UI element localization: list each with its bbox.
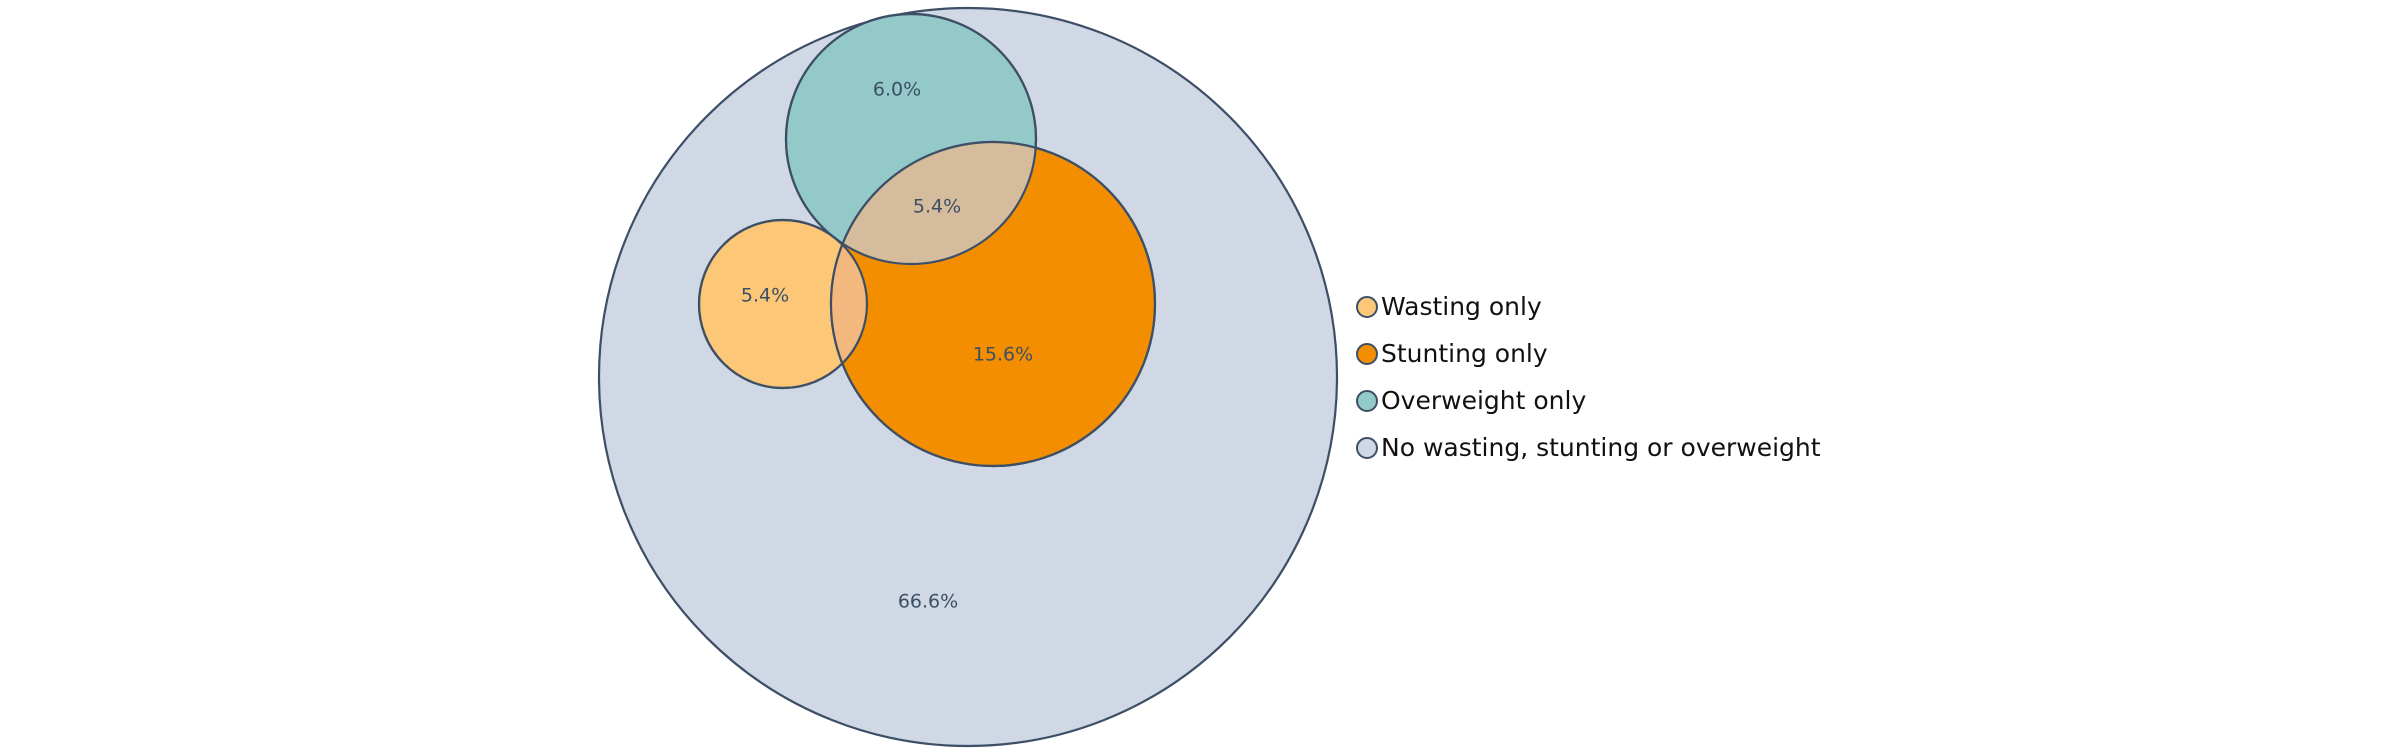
region-label-overweight-stunting: 5.4%: [913, 196, 961, 218]
legend-item-stunting: Stunting only: [1356, 339, 1548, 368]
region-label-wasting: 5.4%: [741, 285, 789, 307]
legend-item-wasting: Wasting only: [1356, 292, 1542, 321]
legend-label-wasting: Wasting only: [1381, 292, 1542, 321]
legend-swatch-none: [1356, 437, 1378, 459]
legend-label-overweight: Overweight only: [1381, 386, 1586, 415]
venn-overlap-overweight-stunting: [831, 142, 1036, 264]
legend-label-none: No wasting, stunting or overweight: [1381, 433, 1821, 462]
legend-item-none: No wasting, stunting or overweight: [1356, 433, 1821, 462]
venn-outline-wasting: [697, 218, 869, 390]
legend-item-overweight: Overweight only: [1356, 386, 1586, 415]
region-label-overweight: 6.0%: [873, 79, 921, 101]
region-label-none: 66.6%: [898, 591, 958, 613]
legend-swatch-wasting: [1356, 296, 1378, 318]
legend: Wasting only Stunting only Overweight on…: [1356, 292, 1821, 462]
legend-swatch-stunting: [1356, 343, 1378, 365]
venn-outline-overweight: [784, 12, 1038, 266]
legend-label-stunting: Stunting only: [1381, 339, 1548, 368]
region-label-stunting: 15.6%: [973, 344, 1033, 366]
venn-outline-stunting: [829, 140, 1157, 468]
legend-swatch-overweight: [1356, 390, 1378, 412]
